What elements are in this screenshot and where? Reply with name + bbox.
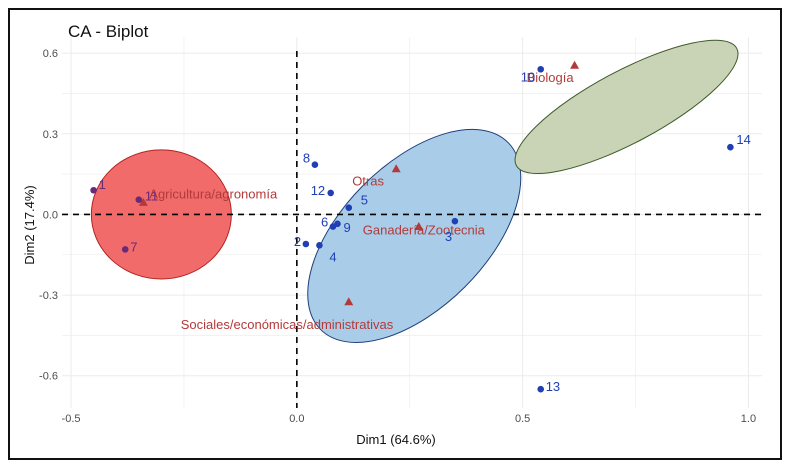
axis-ticks: -0.5 0.0 0.5 1.0 0.6 0.3 0.0 -0.3 -0.6: [39, 48, 756, 425]
column-marker-biologia: [570, 60, 580, 69]
x-tick-label: 0.0: [289, 413, 304, 425]
column-marker-agricultura-agronomia: [138, 197, 148, 206]
column-marker-sociales-economicas-administrativas: [344, 297, 354, 306]
x-axis-label: Dim1 (64.6%): [356, 432, 435, 447]
row-point-2: [302, 240, 310, 248]
row-label-2: 2: [294, 234, 301, 249]
row-label-9: 9: [343, 220, 350, 235]
x-tick-label: 1.0: [741, 413, 756, 425]
row-label-10: 10: [521, 69, 535, 84]
row-point-1: [90, 186, 97, 194]
row-point-3: [451, 217, 459, 225]
column-label-sociales-economicas-administrativas: Sociales/económicas/administrativas: [181, 317, 394, 332]
y-tick-label: 0.6: [43, 48, 58, 60]
row-point-12: [327, 189, 335, 197]
column-marker-otras: [391, 164, 401, 173]
ellipse-green-cluster: [514, 39, 739, 175]
row-point-7: [121, 246, 129, 253]
column-marker-ganaderia-zootecnia: [414, 222, 424, 231]
ca-biplot-chart: Agricultura/agronomía Otras Ganadería/Zoot…: [22, 22, 762, 447]
row-label-3: 3: [445, 229, 452, 244]
y-axis-label: Dim2 (17.4%): [22, 185, 37, 264]
row-label-11: 11: [145, 189, 159, 204]
row-point-11: [135, 196, 143, 203]
reference-lines: [62, 51, 762, 408]
row-label-1: 1: [99, 177, 106, 192]
row-point-13: [537, 385, 545, 393]
column-points: Agricultura/agronomía Otras Ganadería/Zoot…: [138, 60, 580, 332]
chart-title: CA - Biplot: [68, 22, 149, 41]
row-point-5: [345, 204, 353, 212]
y-tick-label: 0.0: [43, 209, 58, 221]
ellipse-blue-cluster: [307, 128, 522, 343]
column-label-biologia: Biología: [527, 70, 575, 85]
chart-frame: Agricultura/agronomía Otras Ganadería/Zoot…: [8, 8, 782, 460]
row-label-7: 7: [130, 239, 137, 254]
row-point-4: [316, 242, 323, 249]
row-label-4: 4: [329, 249, 336, 264]
column-label-otras: Otras: [352, 174, 384, 189]
row-label-12: 12: [311, 183, 325, 198]
row-point-8: [311, 161, 319, 168]
row-point-10: [537, 65, 545, 73]
row-point-6: [329, 223, 337, 230]
column-label-ganaderia-zootecnia: Ganadería/Zootecnia: [363, 223, 486, 238]
row-label-14: 14: [736, 132, 750, 147]
row-label-6: 6: [321, 215, 328, 230]
row-point-14: [727, 143, 734, 151]
y-tick-label: 0.3: [43, 129, 58, 141]
row-label-8: 8: [303, 151, 310, 166]
x-tick-label: -0.5: [62, 413, 81, 425]
y-tick-label: -0.6: [39, 371, 58, 383]
row-label-5: 5: [361, 193, 368, 208]
column-label-agricultura-agronomia: Agricultura/agronomía: [149, 186, 278, 201]
y-tick-label: -0.3: [39, 290, 58, 302]
row-label-13: 13: [546, 379, 560, 394]
x-tick-label: 0.5: [515, 413, 530, 425]
